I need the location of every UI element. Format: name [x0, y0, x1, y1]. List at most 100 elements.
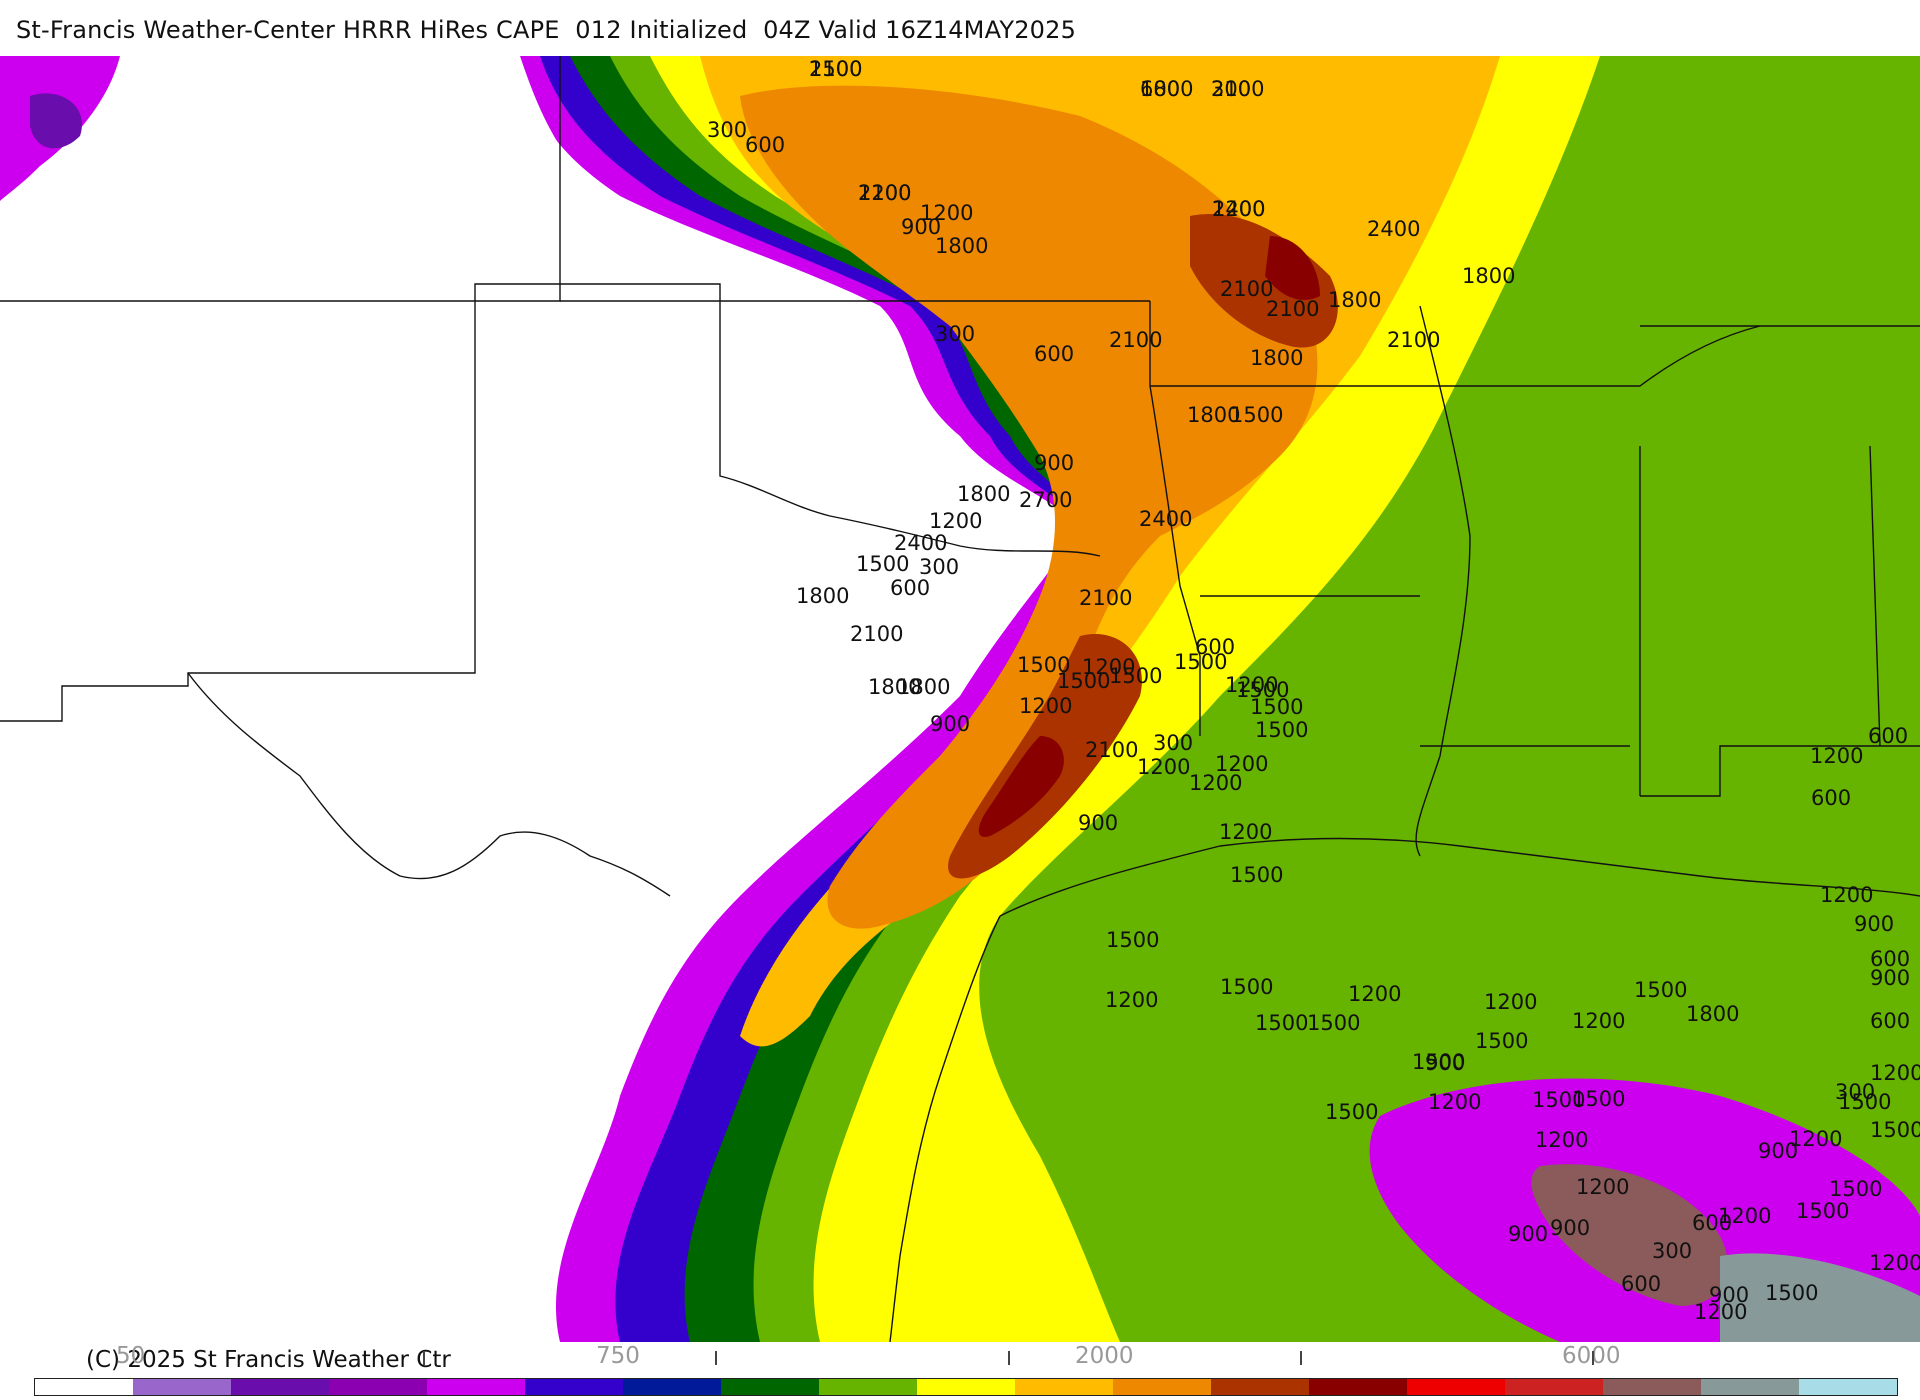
contour-label: 600 [745, 133, 785, 157]
contour-label: 300 [935, 322, 975, 346]
contour-label: 2100 [1266, 297, 1319, 321]
contour-label: 1800 [1686, 1002, 1739, 1026]
contour-label: 300 [1211, 77, 1251, 101]
boundary-mx-border [187, 672, 671, 897]
contour-label: 900 [930, 712, 970, 736]
contour-label: 1200 [1572, 1009, 1625, 1033]
colorbar-tick-label: 2000 [1075, 1343, 1134, 1369]
contour-label: 1500 [1106, 928, 1159, 952]
contour-label: 900 [1709, 1283, 1749, 1307]
contour-label: 600 [1621, 1272, 1661, 1296]
contour-label: 1200 [1019, 694, 1072, 718]
colorbar-tick-mark [423, 1351, 425, 1365]
contour-label: 1500 [1765, 1281, 1818, 1305]
contour-label: 300 [1652, 1239, 1692, 1263]
contour-label: 1200 [1820, 883, 1873, 907]
copyright-credit: (C) 2025 St Francis Weather Ctr [86, 1347, 451, 1373]
contour-label: 1500 [1572, 1087, 1625, 1111]
boundary-ok-ar [1149, 301, 1201, 736]
contour-label: 1500 [1412, 1050, 1465, 1074]
contour-label: 300 [1835, 1080, 1875, 1104]
colorbar-tick-mark [1008, 1351, 1010, 1365]
contour-label: 1500 [1236, 678, 1289, 702]
colorbar-tick-label: 6000 [1562, 1343, 1621, 1369]
contour-label: 2100 [1387, 328, 1440, 352]
contour-label: 1800 [868, 675, 921, 699]
contour-label: 1200 [1870, 1061, 1920, 1085]
boundary-gulf-coast [999, 837, 1920, 917]
contour-label: 900 [1425, 1051, 1465, 1075]
contour-label: 1500 [1870, 1118, 1920, 1142]
contour-label: 1200 [1810, 744, 1863, 768]
cape-band-orange [740, 85, 1318, 929]
west-purple-core [30, 93, 82, 149]
contour-label: 2100 [1085, 738, 1138, 762]
contour-label: 1200 [920, 201, 973, 225]
colorbar-swatch [1407, 1379, 1505, 1395]
boundary-nm-tx [0, 283, 1101, 722]
no-cape-area [0, 56, 1000, 1342]
contour-label: 1800 [897, 675, 950, 699]
contour-label: 2400 [1212, 197, 1265, 221]
contour-label: 1500 [809, 57, 862, 81]
contour-label: 900 [1034, 451, 1074, 475]
contour-label: 1500 [1220, 975, 1273, 999]
contour-label: 1200 [1428, 1090, 1481, 1114]
colorbar-tick-label: 50 [116, 1343, 146, 1369]
contour-label: 600 [1195, 635, 1235, 659]
contour-label: 2400 [1139, 507, 1192, 531]
colorbar-swatch [1603, 1379, 1701, 1395]
contour-label: 1800 [935, 234, 988, 258]
contour-label: 2100 [1211, 77, 1264, 101]
colorbar-swatch [427, 1379, 525, 1395]
contour-label: 1800 [1250, 346, 1303, 370]
boundary-mo-ar [1150, 325, 1761, 387]
contour-label: 600 [1140, 77, 1180, 101]
colorbar-swatch [133, 1379, 231, 1395]
colorbar-swatch [1799, 1379, 1897, 1395]
contour-label: 2100 [858, 181, 911, 205]
contour-label: 1200 [1215, 752, 1268, 776]
contour-label: 2100 [1109, 328, 1162, 352]
boundary-al-ga [1869, 445, 1881, 747]
contour-label: 1500 [1230, 863, 1283, 887]
boundary-al-fl [1640, 745, 1920, 797]
contour-label: 1200 [1718, 1204, 1771, 1228]
contour-label: 1200 [1484, 990, 1537, 1014]
colorbar-tick-label: 750 [596, 1343, 640, 1369]
contour-label: 1200 [1082, 655, 1135, 679]
colorbar-swatch [1505, 1379, 1603, 1395]
boundary-tx-coast [889, 915, 1001, 1342]
colorbar-swatch [623, 1379, 721, 1395]
boundaries [0, 56, 1920, 1342]
contour-label: 1800 [1187, 403, 1240, 427]
colorbar-swatch [721, 1379, 819, 1395]
colorbar-tick-mark [715, 1351, 717, 1365]
colorbar-swatch [1113, 1379, 1211, 1395]
contour-label: 600 [1870, 947, 1910, 971]
contour-label: 600 [1692, 1211, 1732, 1235]
colorbar-swatch [917, 1379, 1015, 1395]
contour-label: 600 [1811, 786, 1851, 810]
contour-label: 1500 [1796, 1199, 1849, 1223]
contour-label: 1200 [1225, 673, 1278, 697]
colorbar-swatch [35, 1379, 133, 1395]
contour-label: 2400 [1367, 217, 1420, 241]
contour-label: 2100 [1079, 586, 1132, 610]
contour-label: 1200 [1219, 820, 1272, 844]
contour-label: 1500 [1109, 664, 1162, 688]
cape-map: 2100 2100 1800 2100 2400 2400 1800 2100 1800 2100… [0, 56, 1920, 1342]
contour-label: 1500 [1230, 403, 1283, 427]
colorbar-tick-mark [1300, 1351, 1302, 1365]
boundary-ms-river [1415, 305, 1471, 857]
contour-label: 1200 [1212, 197, 1265, 221]
contour-label: 1500 [1307, 1011, 1360, 1035]
contour-labels: 2100 2100 1800 2100 2400 2400 1800 2100 1800 2100… [707, 57, 1920, 1324]
contour-label: 900 [1078, 811, 1118, 835]
cape-band-maroon [1190, 214, 1338, 348]
contour-label: 2400 [894, 531, 947, 555]
contour-label: 1200 [1348, 982, 1401, 1006]
cape-band-gulf-plum [1531, 1164, 1728, 1306]
contour-label: 2100 [850, 622, 903, 646]
contour-label: 600 [1868, 724, 1908, 748]
